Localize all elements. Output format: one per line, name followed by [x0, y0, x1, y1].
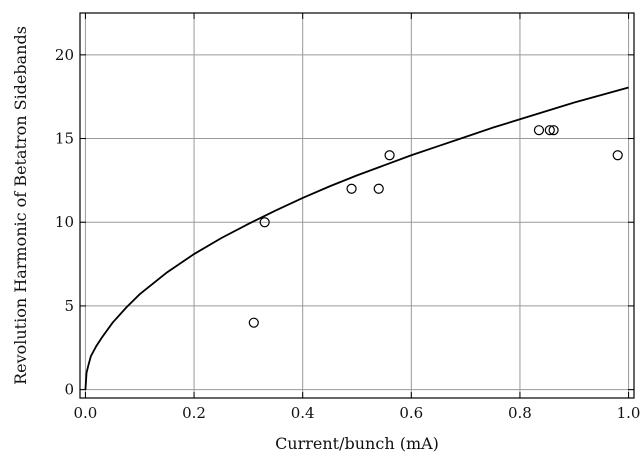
x-tick-label: 0.8 [508, 404, 532, 422]
plot-frame [79, 12, 635, 399]
y-tick-label: 5 [64, 297, 74, 315]
data-point [259, 217, 270, 228]
x-tick-label: 0.4 [291, 404, 315, 422]
fit-curve [84, 86, 629, 390]
data-point [248, 317, 259, 328]
data-point [373, 183, 384, 194]
x-tick-label: 1.0 [617, 404, 641, 422]
data-point [384, 150, 395, 161]
data-point [548, 125, 559, 136]
data-point [346, 183, 357, 194]
y-axis-label: Revolution Harmonic of Betatron Sideband… [11, 26, 30, 385]
y-tick-label: 20 [55, 46, 74, 64]
x-tick-label: 0.0 [74, 404, 98, 422]
x-tick-label: 0.6 [399, 404, 423, 422]
data-point [612, 150, 623, 161]
data-point [533, 125, 545, 136]
y-tick-label: 15 [55, 130, 74, 148]
grid [80, 13, 634, 398]
x-tick-labels: 0.0 0.2 0.4 0.6 0.8 1.0 [74, 404, 641, 422]
y-tick-label: 10 [55, 213, 74, 231]
y-tick-label: 0 [64, 381, 74, 399]
y-tick-labels: 0 5 10 15 20 [55, 46, 74, 399]
x-axis-label: Current/bunch (mA) [275, 434, 439, 453]
axis-ticks [80, 13, 634, 398]
x-tick-label: 0.2 [182, 404, 206, 422]
data-point [544, 125, 555, 136]
fit-curve-layer [84, 86, 629, 390]
data-points-layer [248, 125, 623, 328]
